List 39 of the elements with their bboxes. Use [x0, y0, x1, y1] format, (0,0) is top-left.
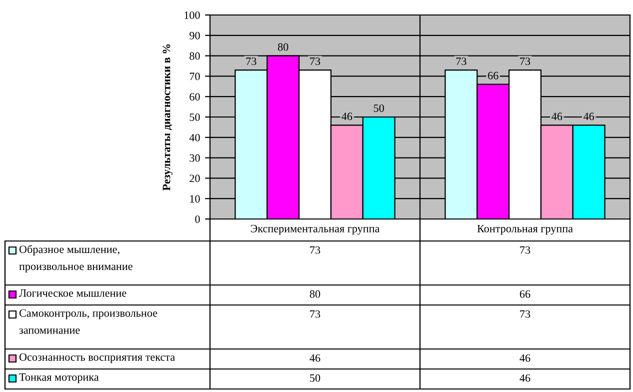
- text: 73: [310, 310, 320, 318]
- text: 46: [520, 354, 530, 362]
- y-tick-label: 50: [190, 113, 200, 121]
- text: 73: [520, 310, 530, 318]
- y-tick-label: 20: [190, 174, 200, 182]
- text: 50: [310, 374, 320, 382]
- y-tick-label: 10: [190, 195, 200, 203]
- text: 46: [520, 374, 530, 382]
- y-tick-label: 70: [190, 72, 200, 80]
- x-tick-label: Экспериментальная группа: [250, 224, 380, 235]
- data-label: 73: [246, 58, 256, 66]
- data-label: 80: [278, 43, 288, 51]
- data-label: 46: [584, 112, 594, 120]
- legend-label: Тонкая моторика: [19, 373, 99, 384]
- data-label: 46: [342, 112, 352, 120]
- text: 80: [310, 290, 320, 298]
- legend-label: Осознанность восприятия текста: [19, 353, 175, 364]
- x-tick-label: Контрольная группа: [477, 224, 573, 235]
- data-label: 73: [456, 58, 466, 66]
- y-tick-label: 0: [195, 215, 200, 223]
- y-tick-label: 100: [184, 11, 200, 19]
- legend-label: Самоконтроль, произвольное запоминание: [19, 309, 158, 334]
- y-tick-label: 80: [190, 52, 200, 60]
- y-tick-label: 30: [190, 154, 200, 162]
- text: 73: [520, 246, 530, 254]
- data-label: 50: [374, 104, 384, 112]
- data-label: 73: [520, 58, 530, 66]
- legend-label: Образное мышление, произвольное внимание: [19, 245, 132, 272]
- text: 73: [310, 246, 320, 254]
- data-label: 66: [488, 72, 498, 80]
- data-label: 46: [552, 112, 562, 120]
- text: 66: [520, 290, 530, 298]
- y-axis-title: Результаты диагностики в %: [162, 44, 172, 191]
- legend-label: Логическое мышление: [19, 289, 126, 297]
- y-tick-label: 40: [189, 134, 200, 142]
- text: 46: [310, 354, 320, 362]
- y-tick-label: 60: [190, 93, 200, 101]
- y-tick-label: 90: [190, 32, 200, 40]
- data-label: 73: [310, 58, 320, 66]
